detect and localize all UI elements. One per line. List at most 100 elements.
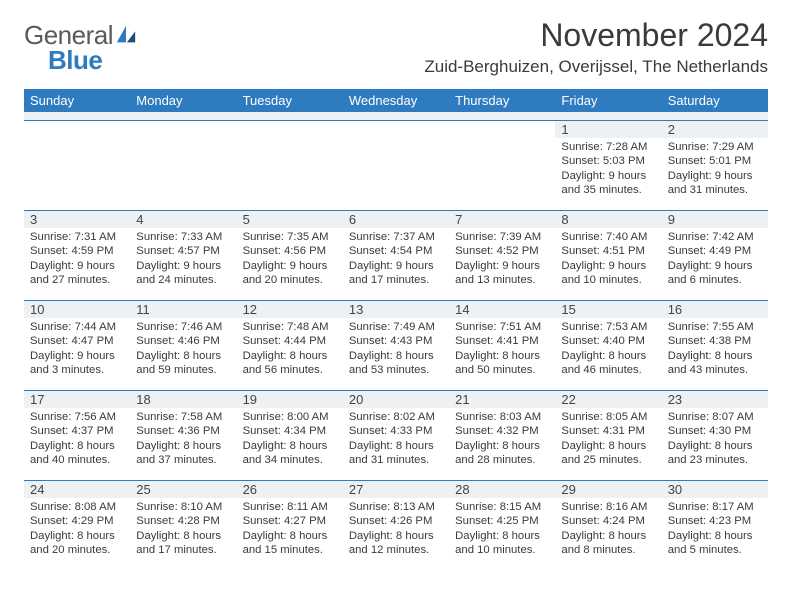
day-detail-line: Daylight: 9 hours bbox=[136, 259, 230, 273]
weekday-header: Sunday bbox=[24, 89, 130, 112]
day-details: Sunrise: 8:02 AMSunset: 4:33 PMDaylight:… bbox=[349, 410, 443, 468]
weekday-header: Tuesday bbox=[237, 89, 343, 112]
week-row: .....1Sunrise: 7:28 AMSunset: 5:03 PMDay… bbox=[24, 120, 768, 210]
day-detail-line: Sunset: 4:28 PM bbox=[136, 514, 230, 528]
day-number: 18 bbox=[130, 391, 236, 408]
day-cell: 26Sunrise: 8:11 AMSunset: 4:27 PMDayligh… bbox=[237, 480, 343, 566]
day-detail-line: and 37 minutes. bbox=[136, 453, 230, 467]
day-detail-line: Sunset: 4:37 PM bbox=[30, 424, 124, 438]
day-details: Sunrise: 7:49 AMSunset: 4:43 PMDaylight:… bbox=[349, 320, 443, 378]
day-number: 21 bbox=[449, 391, 555, 408]
day-details: Sunrise: 8:13 AMSunset: 4:26 PMDaylight:… bbox=[349, 500, 443, 558]
day-cell: 24Sunrise: 8:08 AMSunset: 4:29 PMDayligh… bbox=[24, 480, 130, 566]
day-detail-line: Sunrise: 8:02 AM bbox=[349, 410, 443, 424]
day-details: Sunrise: 8:11 AMSunset: 4:27 PMDaylight:… bbox=[243, 500, 337, 558]
day-details: Sunrise: 7:33 AMSunset: 4:57 PMDaylight:… bbox=[136, 230, 230, 288]
day-detail-line: Daylight: 8 hours bbox=[455, 529, 549, 543]
day-detail-line: and 35 minutes. bbox=[561, 183, 655, 197]
day-number: 22 bbox=[555, 391, 661, 408]
day-cell: 14Sunrise: 7:51 AMSunset: 4:41 PMDayligh… bbox=[449, 300, 555, 390]
day-detail-line: Daylight: 8 hours bbox=[455, 349, 549, 363]
day-number: 7 bbox=[449, 211, 555, 228]
day-cell: . bbox=[130, 120, 236, 210]
day-cell: 21 Sunrise: 8:03 AMSunset: 4:32 PMDayligh… bbox=[449, 390, 555, 480]
page-title: November 2024 bbox=[424, 18, 768, 53]
day-detail-line: Sunrise: 7:33 AM bbox=[136, 230, 230, 244]
day-detail-line: Sunrise: 8:07 AM bbox=[668, 410, 762, 424]
day-cell: 2Sunrise: 7:29 AMSunset: 5:01 PMDaylight… bbox=[662, 120, 768, 210]
day-cell: . bbox=[343, 120, 449, 210]
day-detail-line: Sunrise: 8:15 AM bbox=[455, 500, 549, 514]
day-detail-line: Sunset: 5:01 PM bbox=[668, 154, 762, 168]
day-detail-line: Sunrise: 7:39 AM bbox=[455, 230, 549, 244]
day-detail-line: and 10 minutes. bbox=[455, 543, 549, 557]
brand-name-bottom: Blue bbox=[48, 47, 113, 73]
day-number: 11 bbox=[130, 301, 236, 318]
day-number: 3 bbox=[24, 211, 130, 228]
week-row: 24Sunrise: 8:08 AMSunset: 4:29 PMDayligh… bbox=[24, 480, 768, 566]
calendar-grid: Sunday Monday Tuesday Wednesday Thursday… bbox=[24, 89, 768, 566]
brand-logo: General Blue bbox=[24, 22, 137, 73]
header: General Blue November 2024 Zuid-Berghuiz… bbox=[24, 18, 768, 77]
day-details: Sunrise: 7:53 AMSunset: 4:40 PMDaylight:… bbox=[561, 320, 655, 378]
day-details: Sunrise: 7:40 AMSunset: 4:51 PMDaylight:… bbox=[561, 230, 655, 288]
day-detail-line: Sunset: 4:59 PM bbox=[30, 244, 124, 258]
day-cell: 27 Sunrise: 8:13 AMSunset: 4:26 PMDayligh… bbox=[343, 480, 449, 566]
day-detail-line: Daylight: 9 hours bbox=[668, 169, 762, 183]
day-number: 10 bbox=[24, 301, 130, 318]
day-cell: 22Sunrise: 8:05 AMSunset: 4:31 PMDayligh… bbox=[555, 390, 661, 480]
day-number: 25 bbox=[130, 481, 236, 498]
day-detail-line: Daylight: 8 hours bbox=[668, 529, 762, 543]
day-details: Sunrise: 8:03 AMSunset: 4:32 PMDaylight:… bbox=[455, 410, 549, 468]
day-detail-line: Sunset: 4:57 PM bbox=[136, 244, 230, 258]
day-detail-line: Sunset: 4:46 PM bbox=[136, 334, 230, 348]
day-detail-line: Sunset: 4:24 PM bbox=[561, 514, 655, 528]
day-number: 17 bbox=[24, 391, 130, 408]
day-number: 28 bbox=[449, 481, 555, 498]
day-detail-line: Sunset: 4:33 PM bbox=[349, 424, 443, 438]
day-detail-line: Sunrise: 7:35 AM bbox=[243, 230, 337, 244]
day-detail-line: Sunset: 4:56 PM bbox=[243, 244, 337, 258]
day-cell: 13Sunrise: 7:49 AMSunset: 4:43 PMDayligh… bbox=[343, 300, 449, 390]
day-cell: 18Sunrise: 7:58 AMSunset: 4:36 PMDayligh… bbox=[130, 390, 236, 480]
day-cell: . bbox=[449, 120, 555, 210]
calendar-body: .....1Sunrise: 7:28 AMSunset: 5:03 PMDay… bbox=[24, 120, 768, 566]
day-number: 8 bbox=[555, 211, 661, 228]
day-detail-line: Sunrise: 7:49 AM bbox=[349, 320, 443, 334]
day-detail-line: Sunset: 4:34 PM bbox=[243, 424, 337, 438]
day-detail-line: and 24 minutes. bbox=[136, 273, 230, 287]
weekday-header: Thursday bbox=[449, 89, 555, 112]
day-cell: 6Sunrise: 7:37 AMSunset: 4:54 PMDaylight… bbox=[343, 210, 449, 300]
day-detail-line: Sunrise: 7:56 AM bbox=[30, 410, 124, 424]
day-cell: 25Sunrise: 8:10 AMSunset: 4:28 PMDayligh… bbox=[130, 480, 236, 566]
day-detail-line: and 53 minutes. bbox=[349, 363, 443, 377]
day-detail-line: and 28 minutes. bbox=[455, 453, 549, 467]
day-detail-line: Sunrise: 7:44 AM bbox=[30, 320, 124, 334]
day-cell: 23Sunrise: 8:07 AMSunset: 4:30 PMDayligh… bbox=[662, 390, 768, 480]
day-detail-line: Daylight: 8 hours bbox=[455, 439, 549, 453]
day-detail-line: and 40 minutes. bbox=[30, 453, 124, 467]
day-details: Sunrise: 7:37 AMSunset: 4:54 PMDaylight:… bbox=[349, 230, 443, 288]
day-detail-line: Sunset: 5:03 PM bbox=[561, 154, 655, 168]
day-number: 27 bbox=[343, 481, 449, 498]
day-details: Sunrise: 8:17 AMSunset: 4:23 PMDaylight:… bbox=[668, 500, 762, 558]
day-cell: 11Sunrise: 7:46 AMSunset: 4:46 PMDayligh… bbox=[130, 300, 236, 390]
day-cell: . bbox=[237, 120, 343, 210]
day-detail-line: Sunrise: 7:29 AM bbox=[668, 140, 762, 154]
day-cell: 1Sunrise: 7:28 AMSunset: 5:03 PMDaylight… bbox=[555, 120, 661, 210]
day-details: Sunrise: 7:42 AMSunset: 4:49 PMDaylight:… bbox=[668, 230, 762, 288]
day-cell: 28 Sunrise: 8:15 AMSunset: 4:25 PMDayligh… bbox=[449, 480, 555, 566]
day-detail-line: Daylight: 9 hours bbox=[30, 349, 124, 363]
day-detail-line: Daylight: 9 hours bbox=[561, 259, 655, 273]
day-detail-line: and 59 minutes. bbox=[136, 363, 230, 377]
day-details: Sunrise: 7:55 AMSunset: 4:38 PMDaylight:… bbox=[668, 320, 762, 378]
day-detail-line: Sunset: 4:26 PM bbox=[349, 514, 443, 528]
day-details: Sunrise: 8:16 AMSunset: 4:24 PMDaylight:… bbox=[561, 500, 655, 558]
day-detail-line: Sunset: 4:25 PM bbox=[455, 514, 549, 528]
day-detail-line: Sunset: 4:41 PM bbox=[455, 334, 549, 348]
day-detail-line: Sunset: 4:36 PM bbox=[136, 424, 230, 438]
day-detail-line: Daylight: 8 hours bbox=[243, 439, 337, 453]
day-detail-line: Sunrise: 7:28 AM bbox=[561, 140, 655, 154]
day-detail-line: Sunrise: 7:42 AM bbox=[668, 230, 762, 244]
week-row: 3Sunrise: 7:31 AMSunset: 4:59 PMDaylight… bbox=[24, 210, 768, 300]
